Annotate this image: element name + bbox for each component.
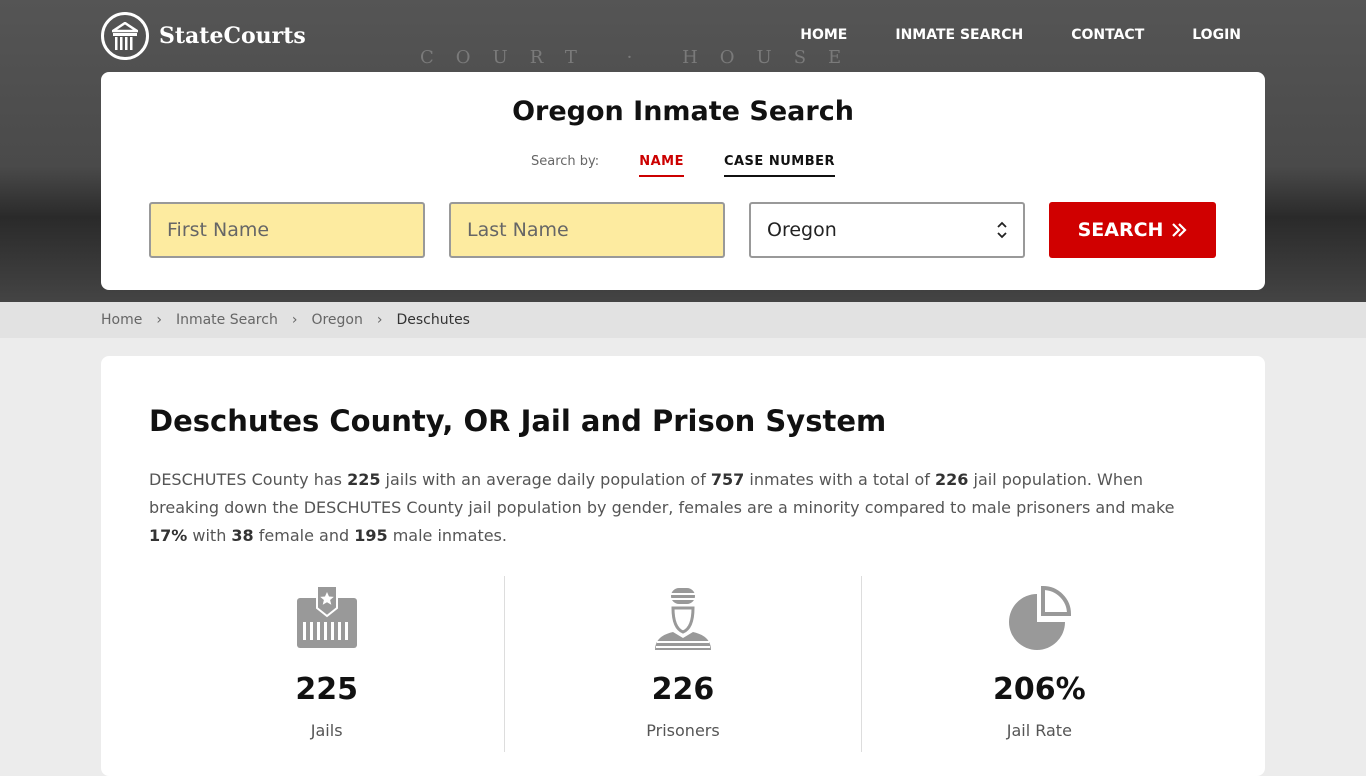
search-tabs: Search by: NAME CASE NUMBER [101,154,1265,177]
stat-jails: 225 Jails [149,576,504,752]
stat-value: 226 [651,672,715,707]
pie-chart-icon [1009,585,1072,650]
state-select-value: Oregon [767,219,837,241]
stat-label: Jails [310,721,343,740]
stat-label: Jail Rate [1006,721,1072,740]
last-name-input[interactable]: Last Name [449,202,725,258]
breadcrumb: Home › Inmate Search › Oregon › Deschutes [0,302,1366,338]
tab-case-number[interactable]: CASE NUMBER [723,154,835,177]
chevron-right-icon: › [376,312,383,328]
search-button[interactable]: SEARCH [1049,202,1216,258]
breadcrumb-oregon[interactable]: Oregon [311,312,363,328]
search-card: Oregon Inmate Search Search by: NAME CAS… [101,72,1265,290]
prisoner-icon [654,588,711,650]
brand-name: StateCourts [159,23,306,49]
logo[interactable]: StateCourts [101,12,306,60]
stat-jail-rate: 206% Jail Rate [860,576,1217,752]
hero-background-text: COURT · HOUSE [420,47,864,68]
top-nav: HOME INMATE SEARCH CONTACT LOGIN [800,27,1241,43]
courthouse-icon [101,12,149,60]
tab-name[interactable]: NAME [639,154,684,177]
chevron-right-icon: › [291,312,298,328]
nav-login[interactable]: LOGIN [1192,27,1241,43]
state-select[interactable]: Oregon [749,202,1025,258]
breadcrumb-inmate-search[interactable]: Inmate Search [175,312,278,328]
breadcrumb-home[interactable]: Home [101,312,143,328]
stat-value: 225 [295,672,358,707]
summary-paragraph: DESCHUTES County has 225 jails with an a… [149,470,1175,545]
stat-value: 206% [992,672,1086,707]
double-chevron-right-icon [1172,223,1187,237]
search-by-label: Search by: [531,154,600,169]
nav-inmate-search[interactable]: INMATE SEARCH [895,27,1024,43]
search-button-label: SEARCH [1077,219,1164,241]
page-title: Deschutes County, OR Jail and Prison Sys… [149,404,887,438]
jail-icon [296,585,357,648]
nav-contact[interactable]: CONTACT [1071,27,1145,43]
nav-home[interactable]: HOME [800,27,848,43]
content-card: Deschutes County, OR Jail and Prison Sys… [101,356,1265,776]
stat-prisoners: 226 Prisoners [504,576,860,752]
first-name-input[interactable]: First Name [149,202,425,258]
breadcrumb-current: Deschutes [396,312,470,328]
search-title: Oregon Inmate Search [512,96,854,127]
select-arrows-icon [997,221,1007,239]
stat-label: Prisoners [646,721,720,740]
chevron-right-icon: › [156,312,162,328]
